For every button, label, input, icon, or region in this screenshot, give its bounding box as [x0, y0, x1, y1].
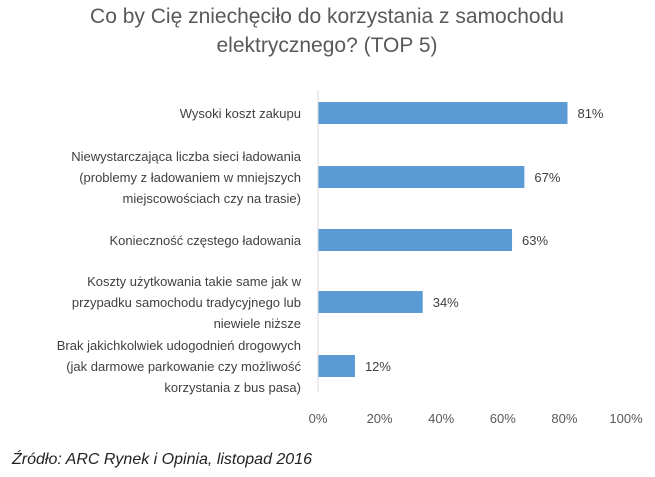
data-label: 81%: [577, 106, 603, 121]
category-label: Niewystarczająca liczba sieci ładowania: [71, 149, 302, 164]
chart-title-line: elektrycznego? (TOP 5): [217, 34, 438, 57]
category-label: Wysoki koszt zakupu: [180, 106, 301, 121]
category-label: korzystania z bus pasa): [164, 380, 301, 395]
x-tick-label: 60%: [490, 411, 516, 426]
category-label: Koszty użytkowania takie same jak w: [87, 274, 301, 289]
source-note: Źródło: ARC Rynek i Opinia, listopad 201…: [12, 451, 312, 468]
category-label: (problemy z ładowaniem w mniejszych: [79, 170, 301, 185]
x-tick-label: 80%: [551, 411, 577, 426]
category-label: miejscowościach czy na trasie): [123, 191, 301, 206]
category-label: (jak darmowe parkowanie czy możliwość: [66, 359, 301, 374]
data-labels: 81% 67% 63% 34% 12%: [365, 106, 604, 374]
x-tick-label: 40%: [428, 411, 454, 426]
bar: [318, 229, 513, 251]
chart-title: Co by Cię zniechęciło do korzystania z s…: [90, 5, 564, 57]
chart-title-line: Co by Cię zniechęciło do korzystania z s…: [90, 5, 564, 28]
x-tick-label: 20%: [367, 411, 393, 426]
bar: [318, 355, 355, 377]
data-label: 12%: [365, 359, 391, 374]
category-label: przypadku samochodu tradycyjnego lub: [72, 295, 301, 310]
category-label: Brak jakichkolwiek udogodnień drogowych: [57, 338, 301, 353]
category-label: Konieczność częstego ładowania: [109, 233, 301, 248]
data-label: 67%: [534, 170, 560, 185]
category-labels: Wysoki koszt zakupu Niewystarczająca licz…: [57, 106, 302, 395]
x-tick-label: 0%: [309, 411, 328, 426]
data-label: 63%: [522, 233, 548, 248]
bars: [318, 102, 568, 377]
bar: [318, 102, 568, 124]
category-label: niewiele niższe: [214, 316, 301, 331]
bar: [318, 166, 525, 188]
data-label: 34%: [433, 295, 459, 310]
x-tick-label: 100%: [609, 411, 643, 426]
x-axis-ticks: 0% 20% 40% 60% 80% 100%: [309, 411, 643, 426]
bar: [318, 291, 423, 313]
